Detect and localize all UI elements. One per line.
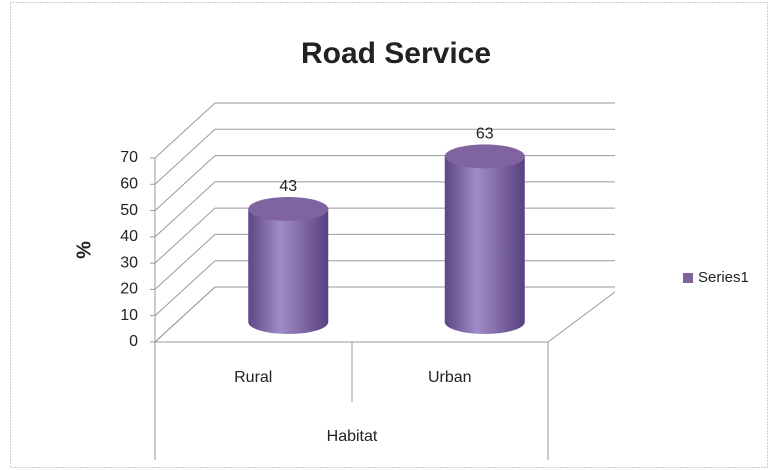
- chart-title: Road Service: [301, 37, 491, 70]
- legend-label: Series1: [698, 269, 749, 286]
- grid-line: [154, 102, 615, 159]
- y-tick-label: 10: [120, 307, 138, 324]
- axis-frame: [154, 286, 616, 460]
- y-tick-label: 20: [120, 281, 138, 298]
- y-tick-label: 70: [120, 149, 138, 166]
- grid-line: [154, 233, 615, 290]
- y-tick-label: 60: [120, 176, 138, 193]
- grid-line: [154, 207, 615, 264]
- x-tick-label: Rural: [234, 369, 272, 386]
- grid-line: [154, 155, 615, 211]
- grid-line: [154, 181, 615, 238]
- x-axis-label: Habitat: [327, 428, 378, 445]
- grid-line: [154, 260, 615, 317]
- cylinder-top: [248, 196, 329, 221]
- grid-line: [154, 128, 615, 185]
- data-label: 43: [279, 178, 297, 195]
- frame: [10, 2, 768, 468]
- y-axis-label: %: [73, 241, 95, 259]
- y-tick-label: 50: [120, 202, 138, 219]
- cylinder-body: [444, 156, 525, 334]
- legend-swatch: [683, 273, 693, 283]
- y-tick-label: 40: [120, 228, 138, 245]
- data-label: 63: [476, 126, 494, 143]
- cylinder-top: [444, 144, 525, 169]
- grid-line: [154, 286, 615, 343]
- cylinder-body: [248, 208, 329, 334]
- x-tick-label: Urban: [428, 369, 472, 386]
- y-tick-label: 30: [120, 254, 138, 271]
- y-tick-label: 0: [129, 333, 138, 350]
